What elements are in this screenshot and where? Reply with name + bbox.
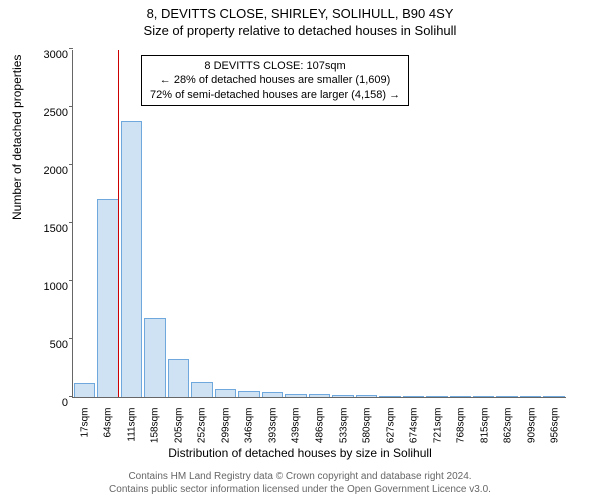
histogram-bar <box>450 396 471 397</box>
histogram-bar <box>473 396 494 397</box>
y-tick-label: 2000 <box>44 165 73 177</box>
y-tick-label: 2500 <box>44 107 73 119</box>
histogram-bar <box>285 394 306 397</box>
annotation-callout: 8 DEVITTS CLOSE: 107sqm ← 28% of detache… <box>141 55 409 106</box>
histogram-bar <box>215 389 236 397</box>
reference-line <box>118 50 119 397</box>
page-title-description: Size of property relative to detached ho… <box>0 21 600 38</box>
histogram-bar <box>379 396 400 397</box>
annotation-line-1: 8 DEVITTS CLOSE: 107sqm <box>150 59 400 73</box>
histogram-bar <box>144 318 165 397</box>
histogram-bar <box>496 396 517 397</box>
histogram-bar <box>403 396 424 397</box>
y-tick-label: 0 <box>62 397 73 409</box>
annotation-line-3: 72% of semi-detached houses are larger (… <box>150 88 400 102</box>
histogram-bar <box>168 359 189 397</box>
histogram-bar <box>543 396 564 397</box>
histogram-bar <box>262 392 283 397</box>
histogram-bar <box>97 199 118 397</box>
y-tick-mark <box>69 338 73 339</box>
y-tick-label: 500 <box>50 339 73 351</box>
x-axis-label: Distribution of detached houses by size … <box>0 446 600 460</box>
annotation-line-2: ← 28% of detached houses are smaller (1,… <box>150 73 400 87</box>
y-tick-mark <box>69 106 73 107</box>
footer-line-1: Contains HM Land Registry data © Crown c… <box>0 470 600 483</box>
y-tick-label: 3000 <box>44 49 73 61</box>
y-tick-mark <box>69 396 73 397</box>
y-tick-mark <box>69 222 73 223</box>
y-axis-label: Number of detached properties <box>10 55 24 220</box>
histogram-bar <box>426 396 447 397</box>
footer-attribution: Contains HM Land Registry data © Crown c… <box>0 470 600 496</box>
histogram-chart: 8 DEVITTS CLOSE: 107sqm ← 28% of detache… <box>72 50 566 398</box>
y-tick-mark <box>69 164 73 165</box>
histogram-bar <box>121 121 142 397</box>
histogram-bar <box>356 395 377 397</box>
page-title-address: 8, DEVITTS CLOSE, SHIRLEY, SOLIHULL, B90… <box>0 0 600 21</box>
histogram-bar <box>309 394 330 397</box>
y-tick-mark <box>69 280 73 281</box>
histogram-bar <box>332 395 353 397</box>
histogram-bar <box>520 396 541 397</box>
y-tick-mark <box>69 48 73 49</box>
histogram-bar <box>191 382 212 397</box>
y-tick-label: 1000 <box>44 281 73 293</box>
y-tick-label: 1500 <box>44 223 73 235</box>
histogram-bar <box>74 383 95 397</box>
histogram-bar <box>238 391 259 397</box>
footer-line-2: Contains public sector information licen… <box>0 483 600 496</box>
